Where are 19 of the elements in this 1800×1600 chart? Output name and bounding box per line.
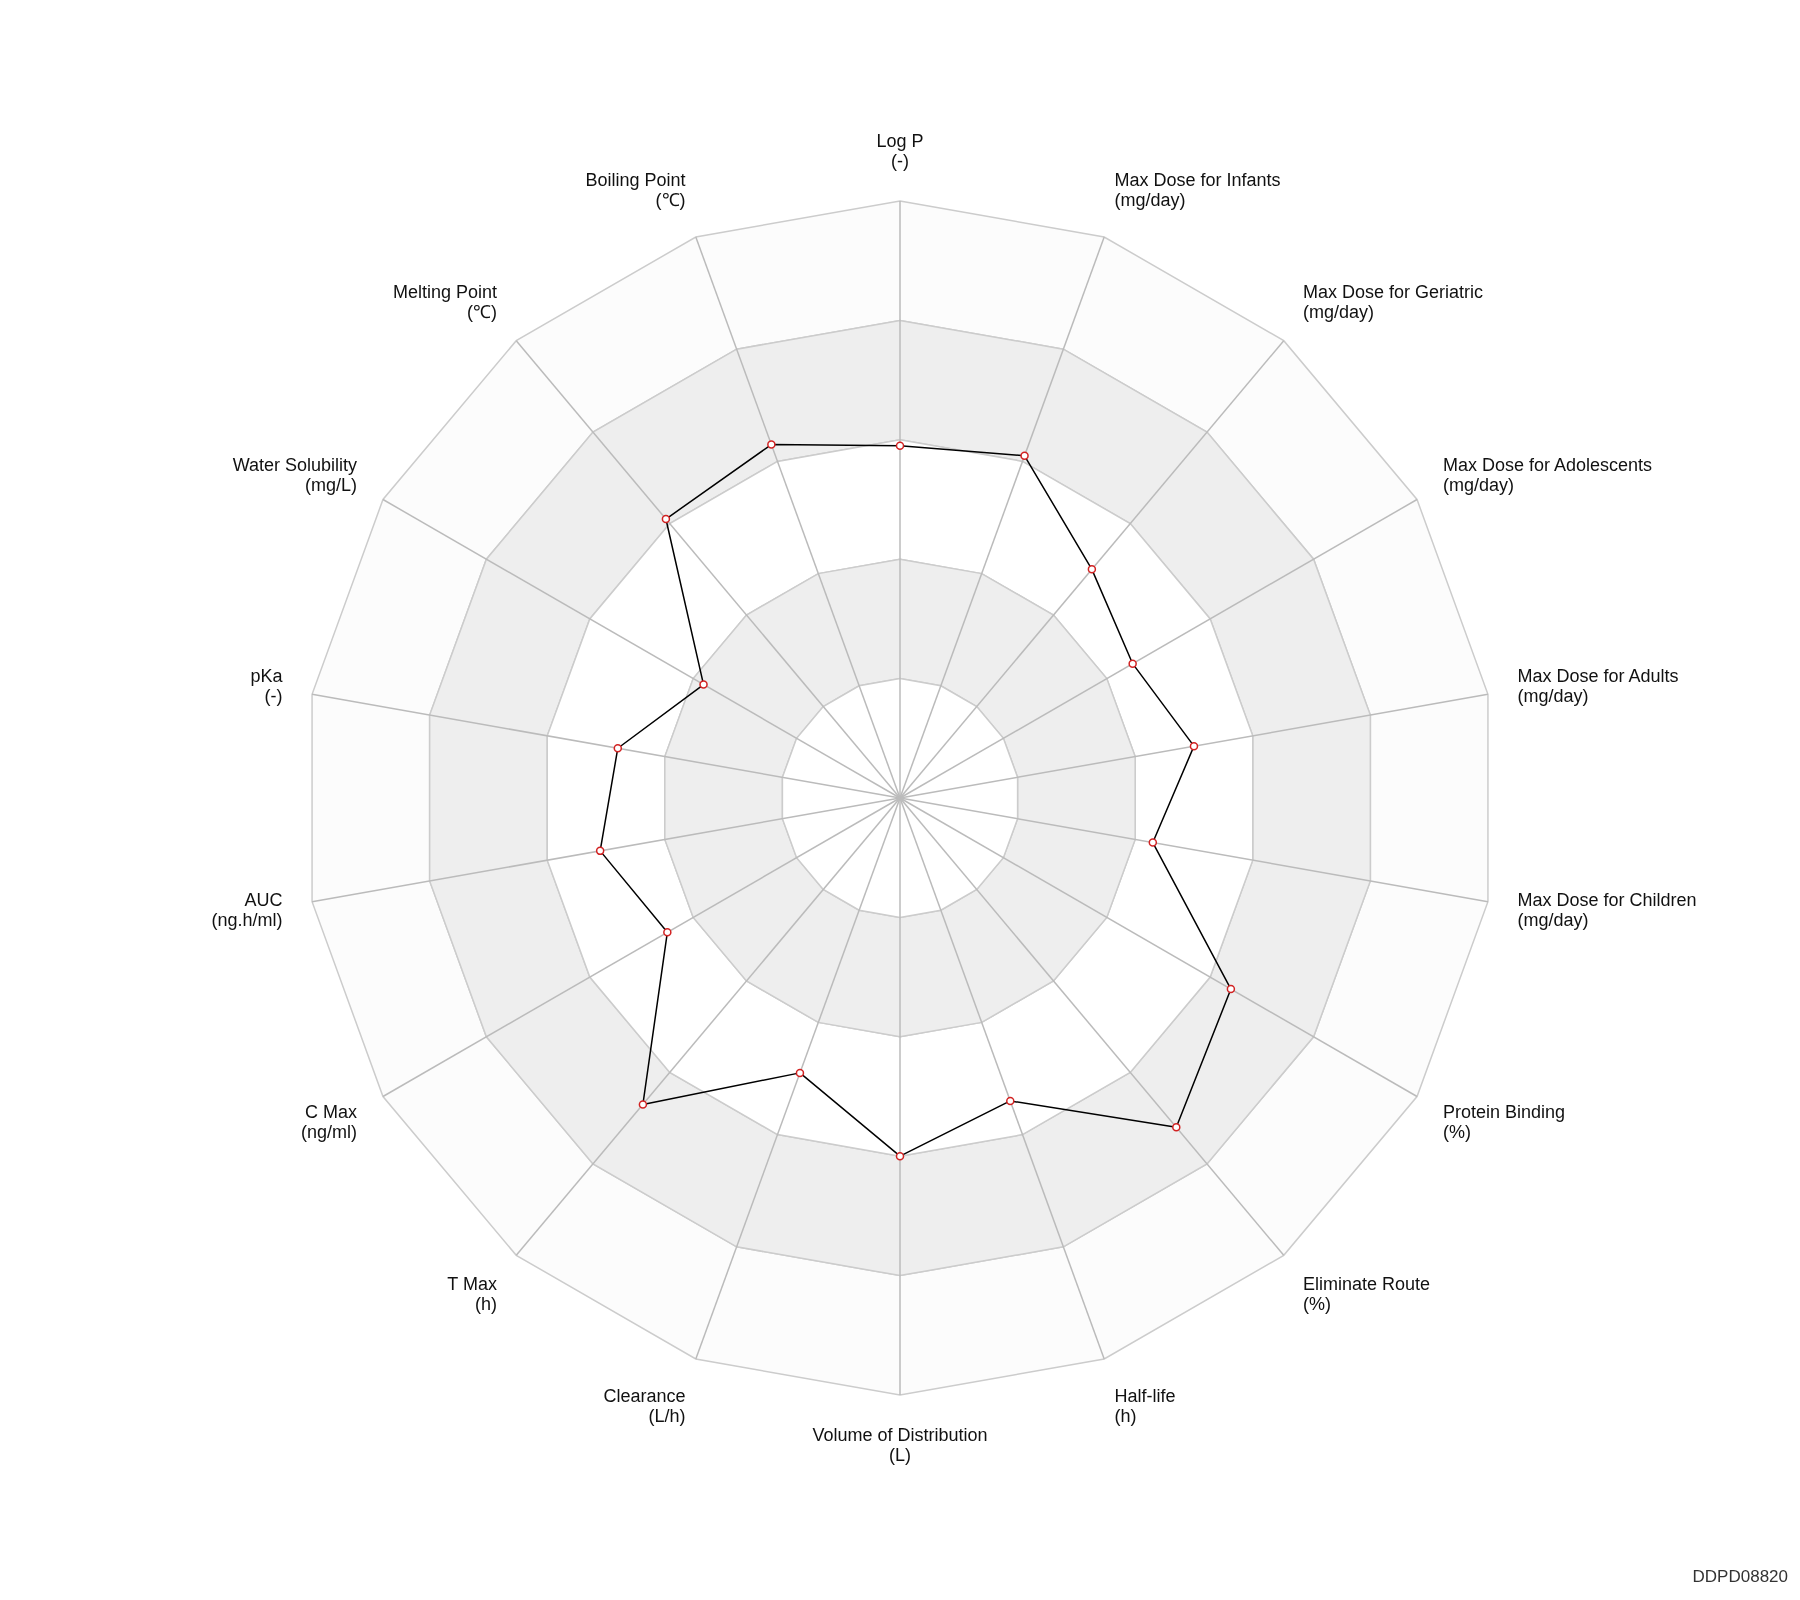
spoke-label: Melting Point (℃) xyxy=(392,282,497,323)
spoke-label: Water Solubility (mg/L) xyxy=(232,454,357,495)
spoke-label: Clearance (L/h) xyxy=(603,1385,686,1426)
spoke-label: Max Dose for Children (mg/day) xyxy=(1517,890,1697,931)
spoke-label: Max Dose for Geriatric (mg/day) xyxy=(1303,282,1484,323)
spoke-label: Max Dose for Adolescents (mg/day) xyxy=(1443,454,1653,495)
spoke-label: Half-life (h) xyxy=(1114,1385,1176,1426)
spoke-label: Log P (-) xyxy=(876,131,924,171)
spoke-label: Max Dose for Adults (mg/day) xyxy=(1517,665,1679,706)
spoke-label: Boiling Point (℃) xyxy=(585,170,686,211)
text: DDPD08820 xyxy=(1692,1567,1788,1586)
spoke-label: Eliminate Route (%) xyxy=(1303,1273,1431,1314)
spoke-label: T Max (h) xyxy=(447,1273,497,1314)
spoke-label: Max Dose for Infants (mg/day) xyxy=(1114,170,1281,211)
spoke-label: Volume of Distribution (L) xyxy=(812,1425,988,1465)
spoke-label: pKa (-) xyxy=(250,665,284,706)
spoke-label: Protein Binding (%) xyxy=(1443,1101,1566,1142)
spoke-label: AUC (ng.h/ml) xyxy=(211,890,283,931)
spoke-label: C Max (ng/ml) xyxy=(300,1101,357,1142)
